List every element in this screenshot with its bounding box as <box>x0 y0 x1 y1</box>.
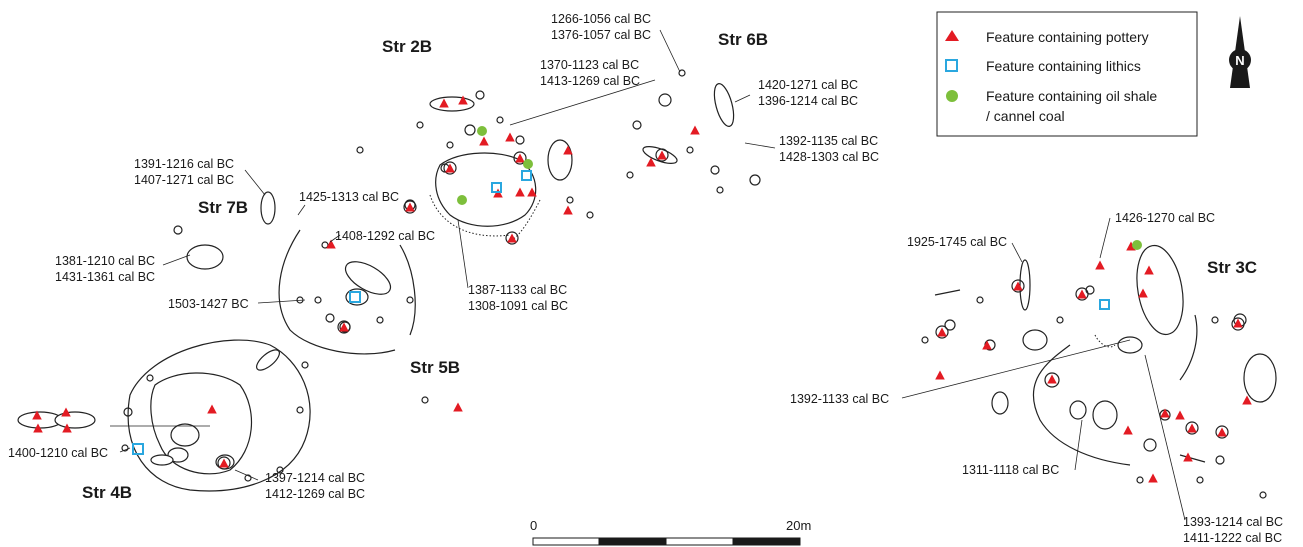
date-label: 1387-1133 cal BC <box>468 283 567 297</box>
date-label: 1407-1271 cal BC <box>134 173 234 187</box>
date-label: 1428-1303 cal BC <box>779 150 879 164</box>
date-label: 1391-1216 cal BC <box>134 157 234 171</box>
legend-label-pottery: Feature containing pottery <box>986 29 1149 45</box>
structure-label: Str 7B <box>198 198 248 217</box>
pottery-triangle-icon <box>945 30 959 41</box>
oil-shale-circle-icon <box>946 90 958 102</box>
lithics-square-icon <box>945 59 958 72</box>
date-label: 1411-1222 cal BC <box>1183 531 1282 545</box>
scale-segment <box>665 537 734 546</box>
scale-min-label: 0 <box>530 518 537 533</box>
oil-shale-marker <box>477 126 487 136</box>
date-label: 1392-1135 cal BC <box>779 134 878 148</box>
date-label: 1392-1133 cal BC <box>790 392 889 406</box>
lithics-marker <box>521 170 532 181</box>
structure-label: Str 4B <box>82 483 132 502</box>
legend-box <box>936 11 1198 137</box>
scale-segment <box>732 537 801 546</box>
date-label: 1431-1361 cal BC <box>55 270 155 284</box>
oil-shale-marker <box>1132 240 1142 250</box>
structure-label: Str 3C <box>1207 258 1257 277</box>
date-label: 1396-1214 cal BC <box>758 94 858 108</box>
date-label: 1408-1292 cal BC <box>335 229 435 243</box>
structure-label: Str 2B <box>382 37 432 56</box>
oil-shale-marker <box>457 195 467 205</box>
lithics-marker-4b <box>132 443 144 455</box>
north-arrow: N <box>1229 16 1251 88</box>
structure-labels: Str 2B Str 6B Str 7B Str 5B Str 4B Str 3… <box>82 30 1257 502</box>
structure-3c-features <box>921 244 1277 499</box>
date-label: 1425-1313 cal BC <box>299 190 399 204</box>
date-label: 1503-1427 BC <box>168 297 249 311</box>
structure-label: Str 5B <box>410 358 460 377</box>
date-label: 1397-1214 cal BC <box>265 471 365 485</box>
structure-5b-markers <box>326 239 463 412</box>
date-label: 1925-1745 cal BC <box>907 235 1007 249</box>
date-label: 1412-1269 cal BC <box>265 487 365 501</box>
date-label: 1266-1056 cal BC <box>551 12 651 26</box>
lithics-marker <box>491 182 502 193</box>
scale-segment <box>598 537 667 546</box>
date-label: 1426-1270 cal BC <box>1115 211 1215 225</box>
structure-4b-features <box>17 339 311 492</box>
structure-2b-markers <box>403 95 573 245</box>
structure-4b-pottery-markers <box>32 404 231 470</box>
date-label: 1381-1210 cal BC <box>55 254 155 268</box>
legend-label-oil-shale: Feature containing oil shale <box>986 88 1157 104</box>
scale-segment <box>532 537 600 546</box>
date-label: 1413-1269 cal BC <box>540 74 640 88</box>
structure-label: Str 6B <box>718 30 768 49</box>
north-arrow-disc <box>1229 49 1251 71</box>
date-label: 1420-1271 cal BC <box>758 78 858 92</box>
date-label: 1370-1123 cal BC <box>540 58 639 72</box>
date-label: 1376-1057 cal BC <box>551 28 651 42</box>
scale-max-label: 20m <box>786 518 811 533</box>
legend-label-oil-shale-2: / cannel coal <box>986 108 1065 124</box>
date-label: 1311-1118 cal BC <box>962 463 1059 477</box>
north-letter: N <box>1235 53 1244 68</box>
date-labels: 1266-1056 cal BC 1376-1057 cal BC 1370-1… <box>8 12 1283 545</box>
structure-2b-features <box>356 90 594 241</box>
scale-bar: 0 20m <box>530 518 811 546</box>
legend: Feature containing pottery Feature conta… <box>936 11 1198 137</box>
lithics-marker-5b <box>349 291 361 303</box>
date-label: 1400-1210 cal BC <box>8 446 108 460</box>
oil-shale-marker <box>523 159 533 169</box>
date-label: 1308-1091 cal BC <box>468 299 568 313</box>
date-leader-lines <box>119 29 1186 521</box>
date-label: 1393-1214 cal BC <box>1183 515 1283 529</box>
lithics-marker <box>1099 299 1110 310</box>
structure-3c-markers <box>935 240 1252 483</box>
legend-label-lithics: Feature containing lithics <box>986 58 1141 74</box>
structure-6b-markers <box>646 125 700 167</box>
